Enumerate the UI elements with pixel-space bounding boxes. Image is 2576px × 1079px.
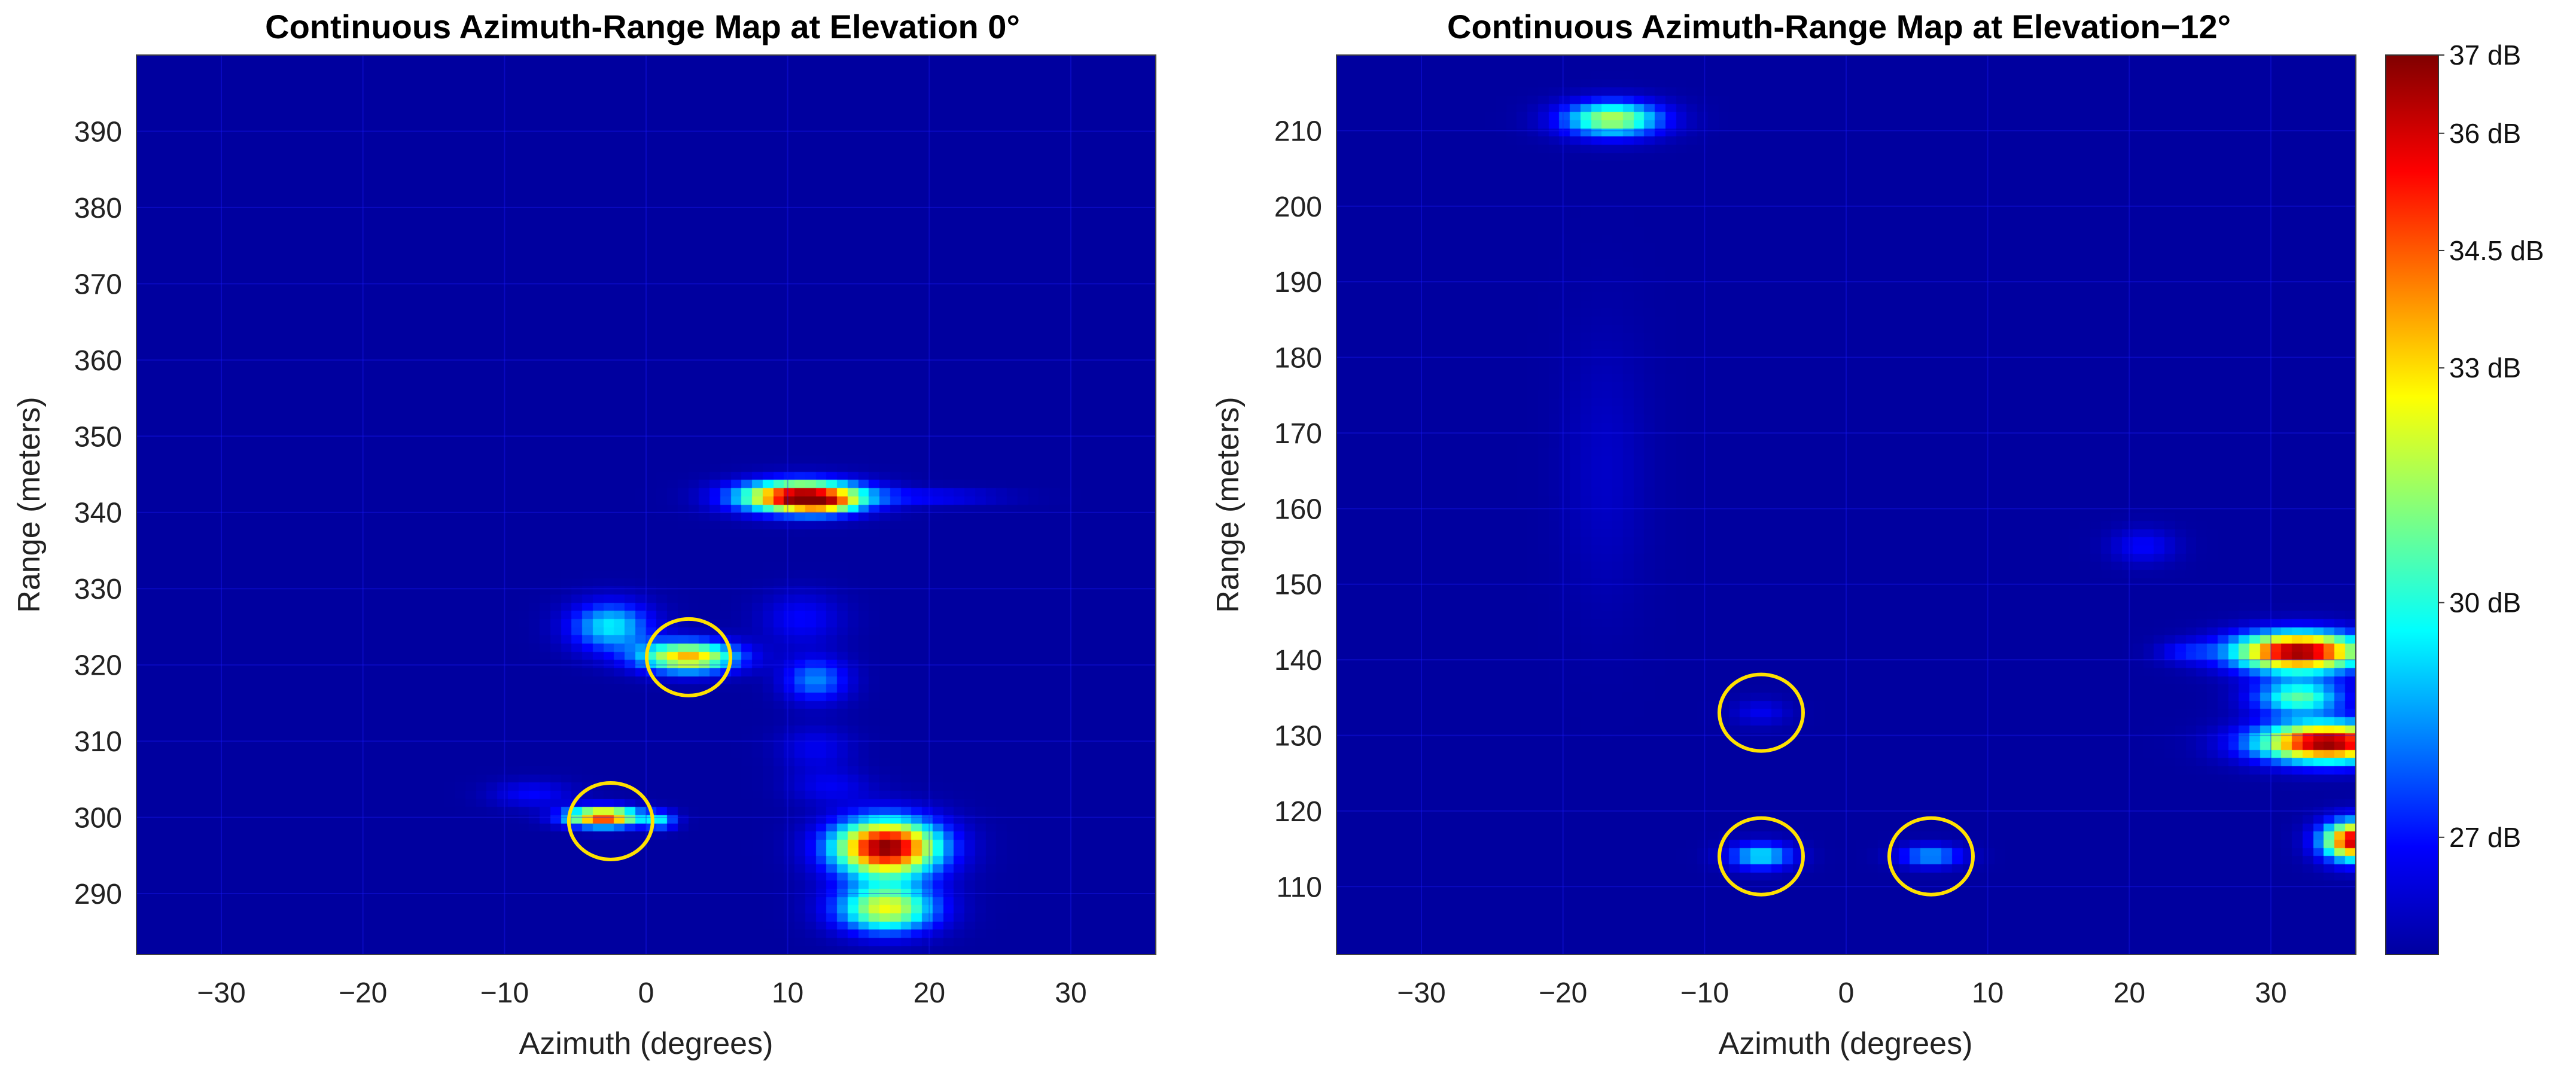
y-tick-label: 200 <box>1274 191 1322 223</box>
right-y-ticks: 110 120 130 140 150 160 170 180 190 200 210 <box>1274 115 1322 903</box>
y-tick-label: 140 <box>1274 645 1322 676</box>
colorbar-labels: 37 dB 36 dB 34.5 dB 33 dB 30 dB 27 dB <box>2438 39 2544 853</box>
y-tick-label: 190 <box>1274 267 1322 298</box>
left-heatmap-canvas <box>136 55 1156 955</box>
x-tick-label: −20 <box>339 977 387 1009</box>
y-tick-label: 380 <box>74 193 122 224</box>
colorbar-gradient <box>2385 54 2439 955</box>
x-tick-label: 30 <box>2255 977 2286 1009</box>
y-tick-label: 390 <box>74 116 122 148</box>
annotation-circle <box>567 781 654 861</box>
x-tick-label: 0 <box>1838 977 1855 1009</box>
y-tick-label: 110 <box>1276 871 1322 903</box>
y-tick-label: 170 <box>1274 418 1322 450</box>
left-x-axis-label: Azimuth (degrees) <box>519 1026 774 1061</box>
y-tick-label: 290 <box>74 879 122 910</box>
right-circles <box>1718 672 1975 897</box>
x-tick-label: −30 <box>1397 977 1445 1009</box>
x-tick-label: 20 <box>2114 977 2145 1009</box>
x-tick-label: 10 <box>1972 977 2003 1009</box>
right-chart-title: Continuous Azimuth-Range Map at Elevatio… <box>1447 8 2231 45</box>
x-tick-label: 0 <box>638 977 654 1009</box>
y-tick-label: 150 <box>1274 569 1322 601</box>
right-x-ticks: −30 −20 −10 0 10 20 30 <box>1397 977 2286 1009</box>
left-chart-title: Continuous Azimuth-Range Map at Elevatio… <box>265 8 1020 45</box>
annotation-circle <box>1718 816 1805 897</box>
right-x-axis-label: Azimuth (degrees) <box>1719 1026 1973 1061</box>
y-tick-label: 160 <box>1274 493 1322 525</box>
y-tick-label: 340 <box>74 498 122 529</box>
y-tick-label: 360 <box>74 345 122 377</box>
colorbar: 37 dB 36 dB 34.5 dB 33 dB 30 dB 27 dB <box>2385 39 2544 955</box>
x-tick-label: −10 <box>1680 977 1729 1009</box>
y-tick-label: 320 <box>74 650 122 682</box>
colorbar-label: 30 dB <box>2449 587 2521 618</box>
colorbar-label: 27 dB <box>2449 822 2521 853</box>
right-grid <box>1336 55 2356 955</box>
right-heatmap-panel: Continuous Azimuth-Range Map at Elevatio… <box>1211 8 2356 1061</box>
y-tick-label: 330 <box>74 574 122 605</box>
x-tick-label: 10 <box>772 977 803 1009</box>
left-y-axis-label: Range (meters) <box>12 397 47 612</box>
y-tick-label: 130 <box>1274 720 1322 752</box>
left-heatmap-panel: Continuous Azimuth-Range Map at Elevatio… <box>12 8 1156 1061</box>
left-x-ticks: −30 −20 −10 0 10 20 30 <box>197 977 1086 1009</box>
y-tick-label: 300 <box>74 803 122 834</box>
colorbar-label: 34.5 dB <box>2449 235 2544 266</box>
annotation-circle <box>645 617 732 697</box>
right-heatmap-canvas <box>1336 55 2356 955</box>
x-tick-label: −10 <box>480 977 529 1009</box>
right-y-axis-label: Range (meters) <box>1211 397 1246 612</box>
colorbar-label: 36 dB <box>2449 118 2521 149</box>
annotation-circle <box>1718 672 1805 753</box>
y-tick-label: 180 <box>1274 343 1322 374</box>
right-plot-frame <box>1336 54 2356 955</box>
x-tick-label: −30 <box>197 977 245 1009</box>
y-tick-label: 370 <box>74 269 122 300</box>
y-tick-label: 210 <box>1274 115 1322 147</box>
y-tick-label: 310 <box>74 726 122 758</box>
colorbar-label: 33 dB <box>2449 352 2521 383</box>
y-tick-label: 120 <box>1274 796 1322 828</box>
x-tick-label: −20 <box>1539 977 1587 1009</box>
left-y-ticks: 290 300 310 320 330 340 350 360 370 380 390 <box>74 116 122 910</box>
y-tick-label: 350 <box>74 421 122 453</box>
annotation-circle <box>1887 816 1975 897</box>
x-tick-label: 30 <box>1055 977 1086 1009</box>
colorbar-label: 37 dB <box>2449 39 2521 71</box>
x-tick-label: 20 <box>914 977 945 1009</box>
left-circles <box>567 617 732 861</box>
left-plot-frame <box>136 54 1156 955</box>
